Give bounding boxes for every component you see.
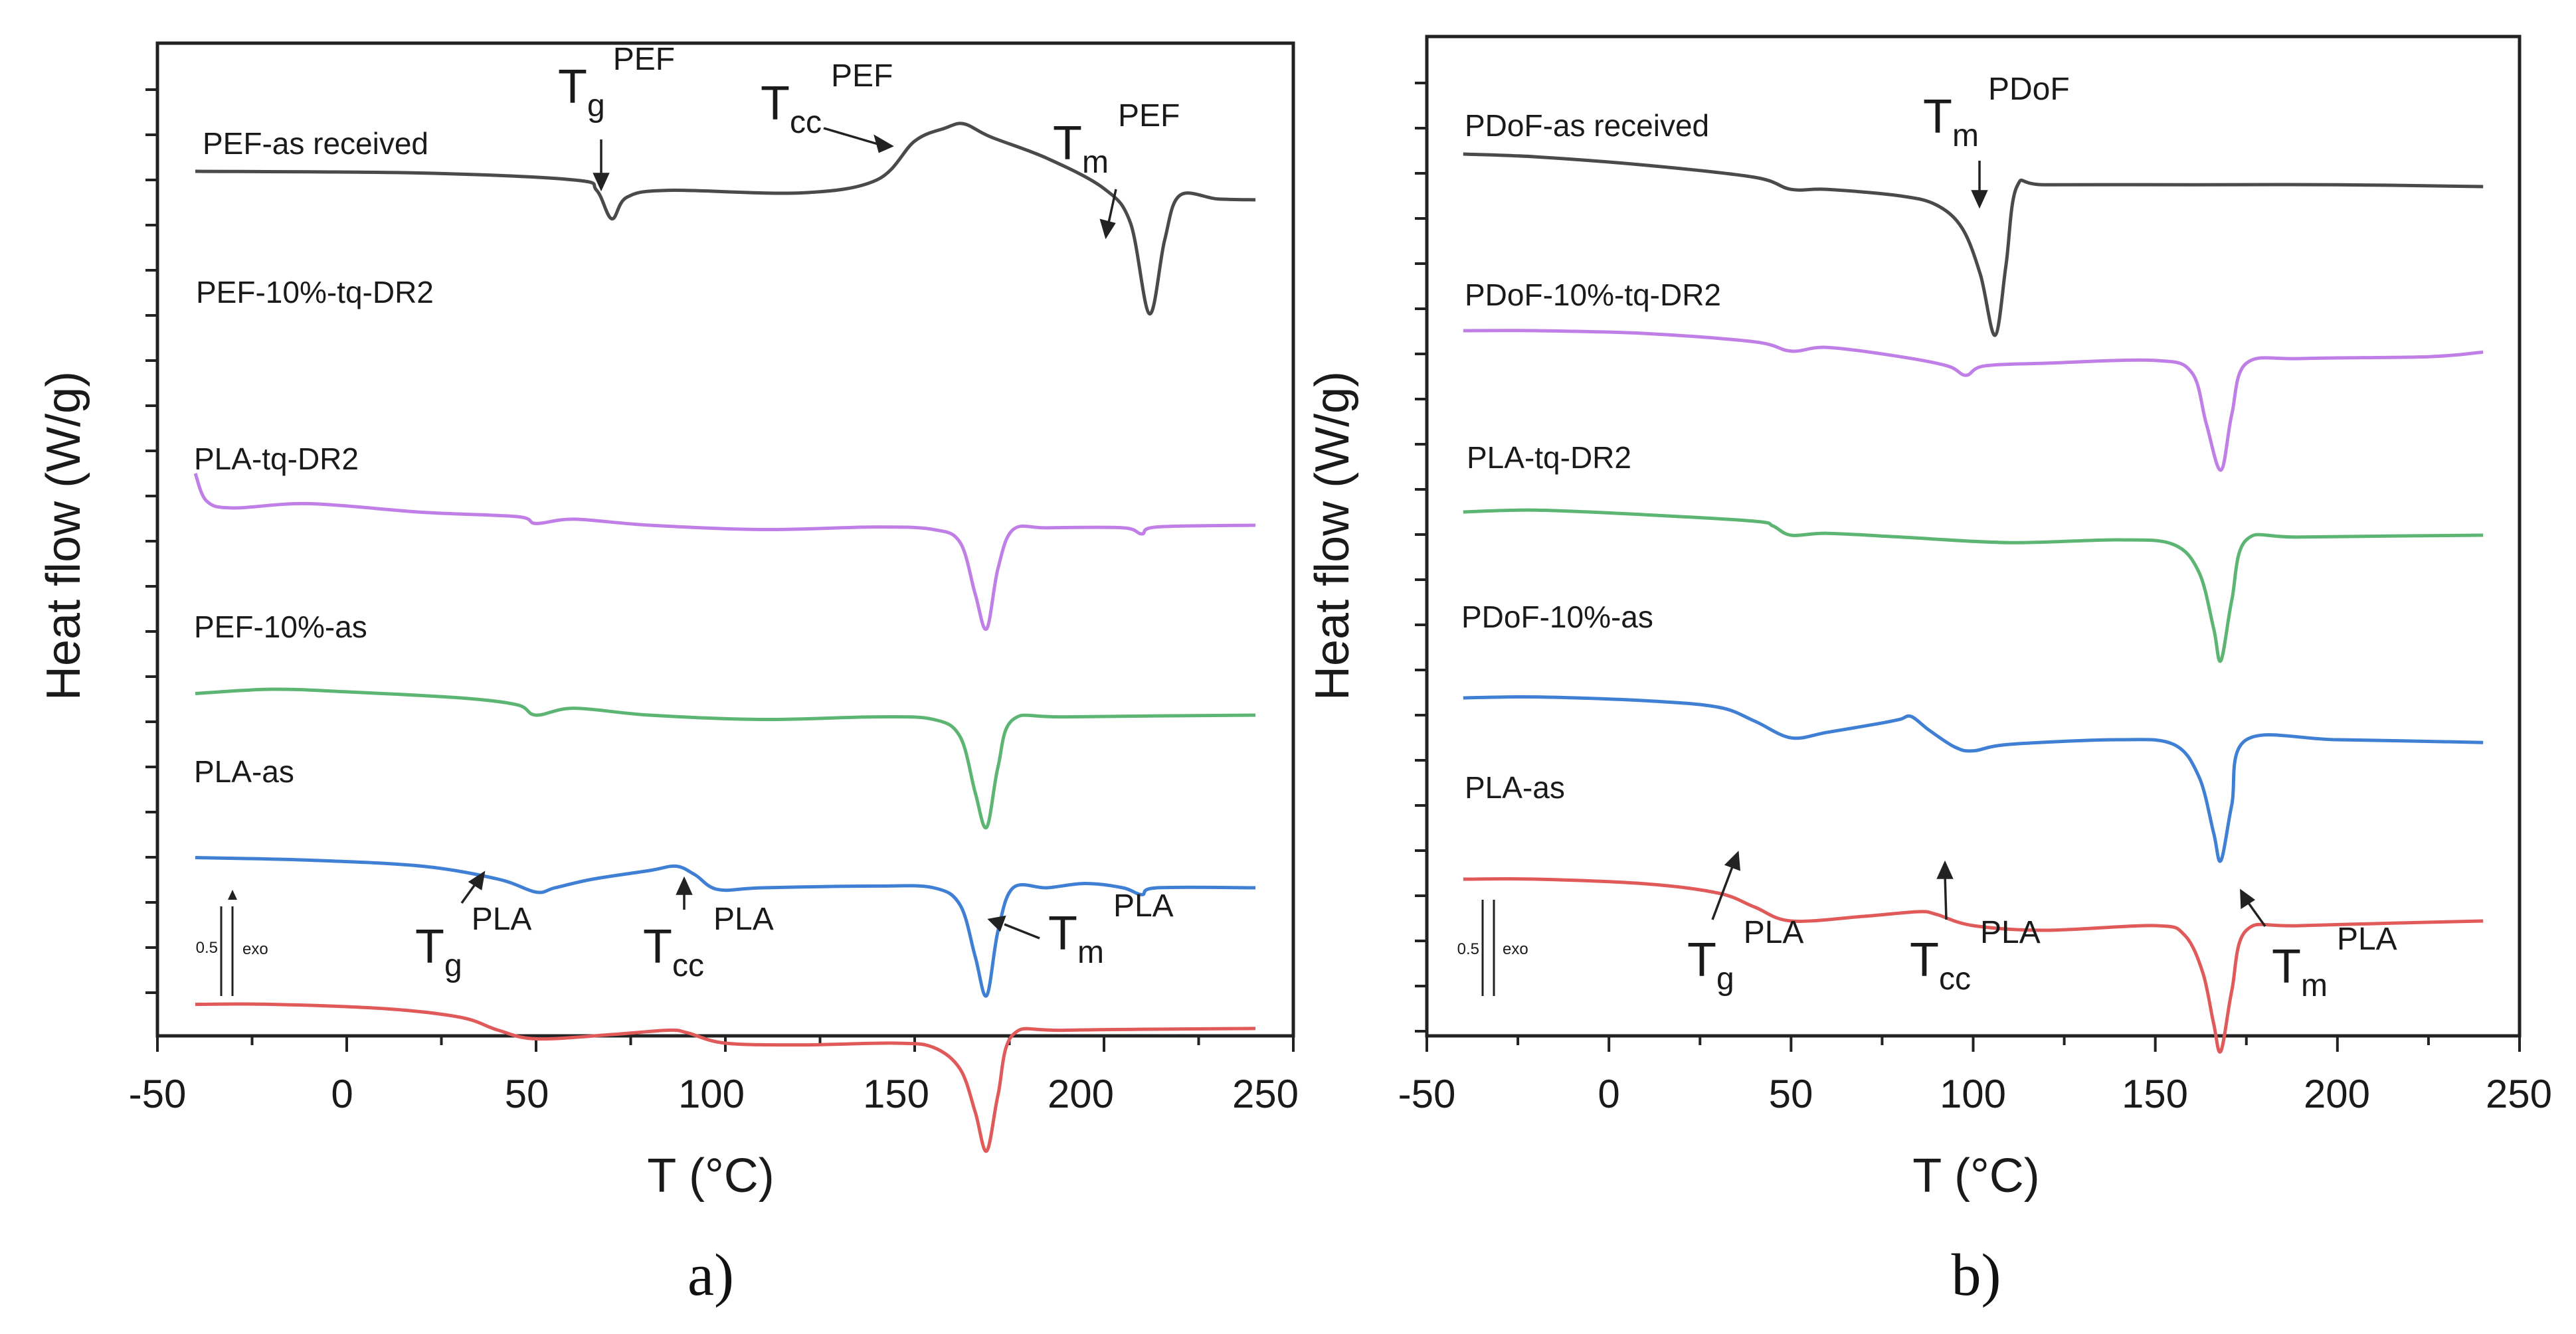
x-tick-label: 150 <box>863 1072 929 1116</box>
x-tick-label: 0 <box>331 1072 353 1116</box>
curve-group <box>193 122 1256 1153</box>
x-tick-label: 250 <box>1232 1072 1299 1116</box>
series-line-pla-tq-dr2 <box>1463 508 2484 663</box>
arrow-icon <box>460 871 486 904</box>
annotation-tcc-pla: TccPLA <box>643 902 774 983</box>
x-tick-label: 200 <box>2304 1072 2370 1116</box>
series-line-pla-as <box>1463 876 2484 1054</box>
series-line-pdof-10-as <box>1463 695 2484 863</box>
tick-group <box>145 88 1295 1052</box>
x-tick-label: 100 <box>678 1072 745 1116</box>
x-tick-label: 200 <box>1048 1072 1114 1116</box>
series-line-pef-10-tq-dr2 <box>193 473 1256 631</box>
arrow-icon <box>1971 161 1988 209</box>
scale-bar: 0.5 exo <box>196 890 268 996</box>
annotation-tcc-pef: TccPEF <box>761 58 893 140</box>
x-tick-label: 50 <box>505 1072 549 1116</box>
series-label: PLA-tq-DR2 <box>194 442 359 476</box>
series-label: PLA-as <box>194 754 294 789</box>
x-axis-label: T (°C) <box>647 1149 774 1203</box>
x-tick-label: 0 <box>1598 1072 1619 1116</box>
arrow-icon <box>987 915 1040 940</box>
series-line-pla-tq-dr2 <box>195 687 1256 830</box>
scale-bar: 0.5 exo <box>1457 900 1528 996</box>
series-label: PLA-as <box>1465 770 1565 805</box>
panel-a: Heat flow (W/g) T (°C) -50 0 50 100 150 … <box>37 41 1299 1308</box>
scale-bar-value: 0.5 <box>196 939 218 957</box>
arrow-icon <box>823 127 894 153</box>
series-line-pef-10-as <box>195 856 1256 998</box>
series-line-pef-as-received <box>195 122 1256 316</box>
arrow-icon <box>1099 189 1117 240</box>
series-label: PDoF-as received <box>1465 108 1709 143</box>
series-label: PLA-tq-DR2 <box>1467 440 1631 475</box>
annotation-tm-pef: TmPEF <box>1053 98 1180 180</box>
scale-bar-value: 0.5 <box>1457 940 1479 958</box>
panel-b: Heat flow (W/g) T (°C) -50 0 50 100 150 … <box>1306 35 2552 1308</box>
x-tick-label: -50 <box>129 1072 187 1116</box>
x-tick-label: -50 <box>1398 1072 1456 1116</box>
series-label: PEF-10%-as <box>194 610 367 644</box>
annotation-tm-pla: TmPLA <box>1048 888 1174 970</box>
scale-bar-exo: exo <box>242 940 268 958</box>
arrow-icon <box>1936 860 1954 920</box>
series-line-pla-as <box>195 1002 1256 1153</box>
scale-bar-exo: exo <box>1503 940 1528 958</box>
annotation-tcc-pla: TccPLA <box>1910 915 2041 997</box>
x-tick-label: 150 <box>2122 1072 2188 1116</box>
panel-caption: a) <box>688 1242 734 1308</box>
x-tick-label: 100 <box>1940 1072 2006 1116</box>
tick-group <box>1415 82 2521 1052</box>
curve-group <box>1463 152 2484 1054</box>
arrow-icon <box>1711 851 1740 920</box>
arrow-icon <box>2240 888 2266 928</box>
series-label: PDoF-10%-tq-DR2 <box>1465 278 1721 312</box>
annotation-tg-pef: TgPEF <box>558 42 675 124</box>
series-label: PEF-10%-tq-DR2 <box>196 275 434 309</box>
x-axis-label: T (°C) <box>1912 1149 2039 1203</box>
annotation-tm-pla: TmPLA <box>2272 922 2397 1003</box>
y-axis-label: Heat flow (W/g) <box>37 371 90 701</box>
series-line-pdof-10-tq-dr2 <box>1463 329 2484 472</box>
series-label: PDoF-10%-as <box>1461 600 1653 634</box>
series-line-pdof-as-received <box>1463 152 2484 337</box>
annotation-tm-pdof: TmPDoF <box>1923 72 2070 153</box>
y-axis-label: Heat flow (W/g) <box>1306 371 1359 701</box>
annotation-tg-pla: TgPLA <box>1687 915 1803 997</box>
annotation-tg-pla: TgPLA <box>415 902 531 983</box>
x-tick-label: 250 <box>2486 1072 2552 1116</box>
arrow-icon <box>676 876 693 910</box>
arrow-icon <box>593 139 610 192</box>
x-tick-label: 50 <box>1769 1072 1813 1116</box>
series-label: PEF-as received <box>203 126 428 161</box>
panel-caption: b) <box>1952 1242 2001 1308</box>
